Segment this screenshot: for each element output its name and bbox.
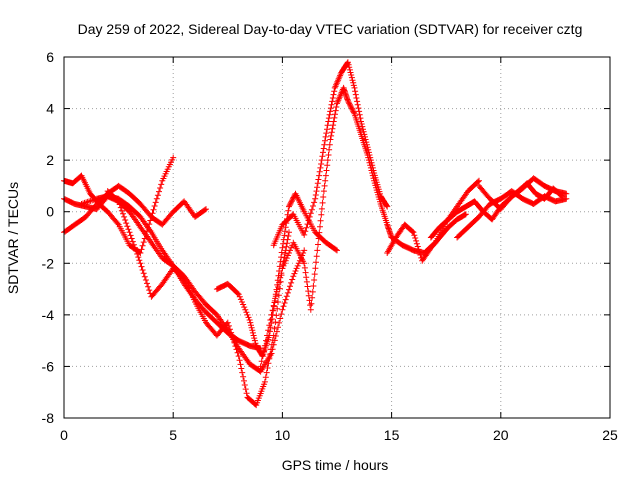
y-tick-label: -6 — [42, 358, 55, 374]
series-track-12 — [476, 175, 570, 213]
plus-markers — [61, 193, 264, 352]
plus-markers — [454, 188, 570, 241]
plus-markers — [384, 211, 469, 264]
plus-markers — [427, 180, 565, 241]
series-track-5 — [104, 188, 292, 409]
y-tick-label: -4 — [42, 307, 55, 323]
y-tick-label: 4 — [46, 101, 54, 117]
x-tick-label: 0 — [60, 427, 68, 443]
y-tick-label: 6 — [46, 49, 54, 65]
plot-frame — [63, 56, 611, 419]
y-tick-label: 0 — [46, 204, 54, 220]
y-tick-label: 2 — [46, 152, 54, 168]
series-track-8 — [270, 59, 391, 249]
series-track-10 — [384, 211, 469, 264]
series-track-13 — [454, 188, 570, 241]
x-tick-label: 25 — [602, 427, 618, 443]
x-tick-label: 5 — [169, 427, 177, 443]
x-tick-label: 20 — [493, 427, 509, 443]
plus-markers — [270, 59, 391, 249]
x-tick-label: 15 — [384, 427, 400, 443]
y-tick-label: -8 — [42, 410, 55, 426]
plus-markers — [104, 188, 292, 409]
axis-ticks: 0 5 10 15 20 25 -8 -6 -4 -2 0 2 4 6 — [42, 49, 618, 443]
grid-lines — [64, 57, 610, 418]
y-tick-label: -2 — [42, 255, 55, 271]
series-track-6 — [213, 190, 340, 360]
x-axis-label: GPS time / hours — [282, 457, 389, 473]
plus-markers — [476, 175, 570, 213]
chart-title: Day 259 of 2022, Sidereal Day-to-day VTE… — [78, 21, 583, 37]
y-axis-label: SDTVAR / TECUs — [5, 182, 21, 294]
plus-markers — [213, 190, 340, 360]
x-tick-label: 10 — [275, 427, 291, 443]
series-track-3 — [61, 193, 264, 352]
data-marks — [61, 59, 570, 409]
series-track-11 — [427, 180, 565, 241]
